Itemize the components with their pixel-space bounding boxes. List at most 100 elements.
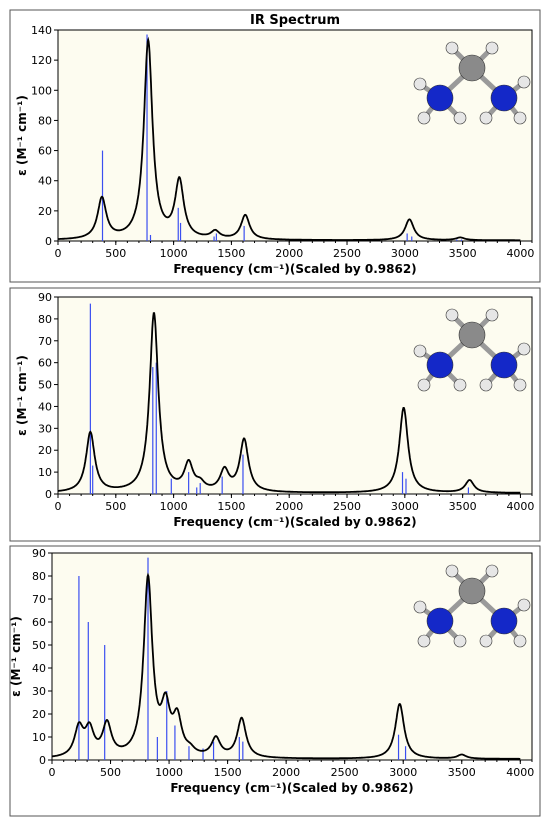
hydrogen-atom xyxy=(417,378,431,392)
y-tick-label: 120 xyxy=(31,54,52,67)
hydrogen-atom xyxy=(413,344,427,358)
nitrogen-atom xyxy=(490,607,518,635)
plot-content xyxy=(58,303,521,494)
y-tick-label: 40 xyxy=(32,662,46,675)
x-tick-label: 500 xyxy=(105,500,126,513)
x-tick-label: 3000 xyxy=(391,500,419,513)
spectrum-curve xyxy=(58,36,521,241)
y-tick-label: 20 xyxy=(38,444,52,457)
y-tick-label: 50 xyxy=(38,379,52,392)
hydrogen-atom xyxy=(453,634,467,648)
nitrogen-atom xyxy=(426,84,454,112)
y-tick-label: 20 xyxy=(38,205,52,218)
x-tick-label: 3500 xyxy=(448,766,476,779)
hydrogen-atom xyxy=(445,41,459,55)
y-tick-label: 50 xyxy=(32,639,46,652)
hydrogen-atom xyxy=(485,308,499,322)
y-tick-label: 30 xyxy=(32,685,46,698)
y-tick-label: 0 xyxy=(39,754,46,767)
hydrogen-atom xyxy=(479,634,493,648)
y-axis-label: ε (M⁻¹ cm⁻¹) xyxy=(9,616,23,697)
y-tick-label: 60 xyxy=(32,616,46,629)
y-tick-label: 0 xyxy=(45,235,52,248)
y-tick-label: 40 xyxy=(38,175,52,188)
x-tick-label: 0 xyxy=(55,247,62,260)
x-tick-label: 2000 xyxy=(275,247,303,260)
hydrogen-atom xyxy=(453,111,467,125)
x-tick-label: 0 xyxy=(55,500,62,513)
hydrogen-atom xyxy=(479,378,493,392)
x-tick-label: 2500 xyxy=(333,500,361,513)
nitrogen-atom xyxy=(490,351,518,379)
hydrogen-atom xyxy=(445,564,459,578)
x-tick-label: 1000 xyxy=(160,500,188,513)
hydrogen-atom xyxy=(513,378,527,392)
hydrogen-atom xyxy=(513,634,527,648)
molecule-image xyxy=(413,564,531,648)
hydrogen-atom xyxy=(517,342,531,356)
x-tick-label: 2000 xyxy=(272,766,300,779)
x-tick-label: 1500 xyxy=(214,766,242,779)
y-tick-label: 30 xyxy=(38,422,52,435)
x-tick-label: 4000 xyxy=(506,500,534,513)
nitrogen-atom xyxy=(426,351,454,379)
y-tick-label: 10 xyxy=(32,731,46,744)
x-tick-label: 1500 xyxy=(217,247,245,260)
y-tick-label: 70 xyxy=(38,335,52,348)
chart-panel-2: 0 500 1000 1500 2000 2500 3000 3500 4000 0 10 20 30 4… xyxy=(9,287,541,542)
y-tick-label: 60 xyxy=(38,145,52,158)
x-tick-label: 1000 xyxy=(160,247,188,260)
y-axis-label: ε (M⁻¹ cm⁻¹) xyxy=(15,355,29,436)
y-tick-label: 100 xyxy=(31,84,52,97)
hydrogen-atom xyxy=(417,111,431,125)
spectrum-curve xyxy=(58,312,521,494)
chart-title: IR Spectrum xyxy=(250,13,340,28)
nitrogen-atom xyxy=(490,84,518,112)
plot-content xyxy=(52,557,521,760)
x-axis-label: Frequency (cm⁻¹)(Scaled by 0.9862) xyxy=(170,781,413,795)
hydrogen-atom xyxy=(479,111,493,125)
y-tick-label: 20 xyxy=(32,708,46,721)
x-tick-label: 500 xyxy=(105,247,126,260)
y-tick-label: 90 xyxy=(38,291,52,304)
carbon-atom xyxy=(458,577,486,605)
carbon-atom xyxy=(458,321,486,349)
x-tick-label: 1500 xyxy=(217,500,245,513)
hydrogen-atom xyxy=(413,600,427,614)
x-tick-label: 1000 xyxy=(155,766,183,779)
y-tick-label: 40 xyxy=(38,400,52,413)
y-tick-label: 80 xyxy=(38,313,52,326)
y-tick-label: 0 xyxy=(45,488,52,501)
molecule-image xyxy=(413,41,531,125)
x-tick-label: 4000 xyxy=(506,766,534,779)
y-tick-label: 80 xyxy=(32,570,46,583)
molecule-image xyxy=(413,308,531,392)
x-tick-label: 3500 xyxy=(449,500,477,513)
plot-area xyxy=(51,552,533,761)
carbon-atom xyxy=(458,54,486,82)
plot-content xyxy=(58,34,521,241)
x-tick-label: 2000 xyxy=(275,500,303,513)
x-tick-label: 3000 xyxy=(389,766,417,779)
plot-area xyxy=(57,296,533,495)
x-tick-label: 2500 xyxy=(331,766,359,779)
y-tick-label: 70 xyxy=(32,593,46,606)
hydrogen-atom xyxy=(445,308,459,322)
hydrogen-atom xyxy=(413,77,427,91)
x-tick-label: 3500 xyxy=(449,247,477,260)
y-tick-label: 60 xyxy=(38,357,52,370)
hydrogen-atom xyxy=(517,75,531,89)
x-tick-label: 0 xyxy=(49,766,56,779)
y-tick-label: 90 xyxy=(32,547,46,560)
hydrogen-atom xyxy=(485,41,499,55)
hydrogen-atom xyxy=(513,111,527,125)
hydrogen-atom xyxy=(417,634,431,648)
hydrogen-atom xyxy=(485,564,499,578)
chart-panel-3: 0 500 1000 1500 2000 2500 3000 3500 4000 0 10 20 30 4… xyxy=(9,545,541,817)
x-axis-label: Frequency (cm⁻¹)(Scaled by 0.9862) xyxy=(173,262,416,276)
x-axis-label: Frequency (cm⁻¹)(Scaled by 0.9862) xyxy=(173,515,416,529)
y-tick-label: 140 xyxy=(31,24,52,37)
